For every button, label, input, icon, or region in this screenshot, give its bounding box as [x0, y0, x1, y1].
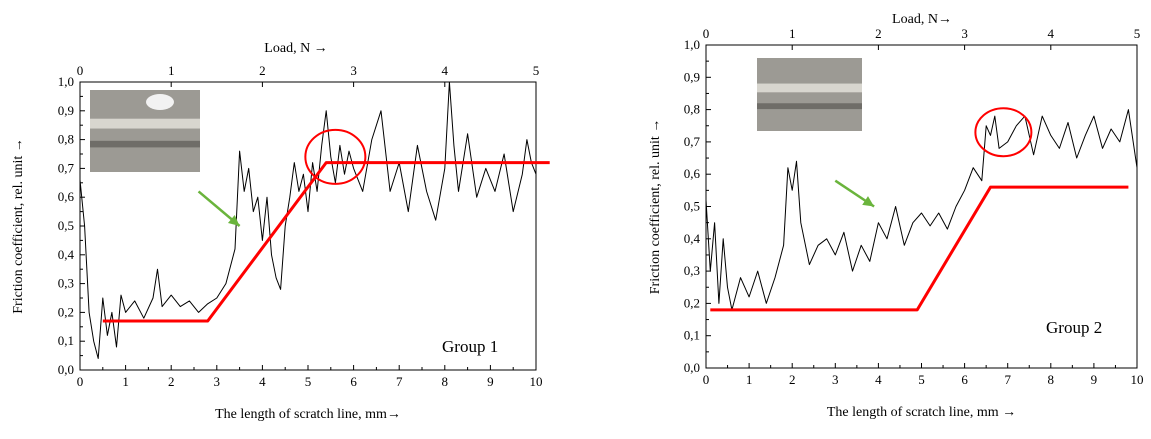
- x-tick-label: 5: [918, 372, 925, 387]
- y-tick-label: 0,6: [684, 166, 701, 181]
- x-tick-label: 6: [961, 372, 968, 387]
- top-tick-label: 4: [1048, 26, 1055, 41]
- highlight-circle: [974, 107, 1033, 158]
- y-tick-label: 0,9: [684, 69, 700, 84]
- y-tick-label: 0,3: [58, 276, 74, 291]
- x-tick-label: 5: [305, 374, 312, 389]
- y-tick-label: 0,7: [684, 134, 701, 149]
- top-tick-label: 4: [442, 63, 449, 78]
- x-tick-label: 2: [789, 372, 796, 387]
- y-axis-title: Friction coefficient, rel. unit →: [648, 119, 663, 294]
- top-tick-label: 5: [533, 63, 540, 78]
- y-tick-label: 0,9: [58, 103, 74, 118]
- y-tick-label: 0,6: [58, 189, 75, 204]
- x-tick-label: 3: [832, 372, 839, 387]
- y-tick-label: 0,4: [58, 247, 75, 262]
- x-axis-title: The length of scratch line, mm →: [827, 405, 1016, 420]
- x-tick-label: 2: [168, 374, 175, 389]
- trend-line: [710, 185, 1129, 312]
- x-tick-label: 0: [703, 372, 710, 387]
- friction-curve: [705, 109, 1138, 311]
- x-tick-label: 9: [1091, 372, 1098, 387]
- x-tick-label: 9: [487, 374, 494, 389]
- x-tick-label: 7: [1004, 372, 1011, 387]
- top-tick-label: 1: [168, 63, 175, 78]
- x-tick-label: 10: [1131, 372, 1144, 387]
- x-axis-title: The length of scratch line, mm→: [215, 407, 401, 422]
- top-axis-title: Load, N→: [892, 12, 952, 27]
- group-label: Group 2: [1046, 318, 1102, 337]
- inset-photo-spot: [146, 94, 174, 110]
- y-tick-label: 0,2: [684, 295, 700, 310]
- inset-photo-band: [757, 103, 862, 110]
- group-label: Group 1: [442, 337, 498, 356]
- top-tick-label: 2: [259, 63, 266, 78]
- y-tick-label: 0,7: [58, 160, 75, 175]
- y-tick-label: 0,8: [58, 132, 74, 147]
- friction-curve: [79, 81, 537, 359]
- highlight-circle: [304, 128, 367, 185]
- top-tick-label: 5: [1134, 26, 1141, 41]
- top-tick-label: 0: [703, 26, 710, 41]
- y-tick-label: 0,3: [684, 263, 700, 278]
- top-tick-label: 2: [875, 26, 882, 41]
- y-tick-label: 0,1: [684, 328, 700, 343]
- x-tick-label: 4: [875, 372, 882, 387]
- y-tick-label: 0,8: [684, 102, 700, 117]
- y-axis-title: Friction coefficient, rel. unit →: [11, 138, 26, 313]
- x-tick-label: 8: [1048, 372, 1055, 387]
- y-tick-label: 0,2: [58, 304, 74, 319]
- trend-line: [102, 161, 550, 323]
- inset-photo-band: [757, 83, 862, 93]
- y-tick-label: 0,5: [58, 218, 74, 233]
- inset-photo: [757, 58, 862, 131]
- y-tick-label: 1,0: [58, 74, 74, 89]
- top-tick-label: 3: [961, 26, 968, 41]
- top-tick-label: 0: [77, 63, 84, 78]
- top-tick-label: 3: [350, 63, 357, 78]
- x-tick-label: 6: [350, 374, 357, 389]
- y-tick-label: 0,0: [684, 360, 700, 375]
- inset-photo-band: [90, 140, 200, 148]
- x-tick-label: 0: [77, 374, 84, 389]
- green-arrow-head: [227, 215, 240, 226]
- top-tick-label: 1: [789, 26, 796, 41]
- x-tick-label: 10: [530, 374, 543, 389]
- plot-2: 0 1 2 3 4 5 6 7 8 9 100,00,10,20,30,40,50,60,70,80…: [648, 12, 1144, 420]
- x-tick-label: 3: [214, 374, 221, 389]
- y-tick-label: 0,0: [58, 362, 74, 377]
- top-axis-title: Load, N →: [264, 41, 327, 56]
- plot-1: 0 1 2 3 4 5 6 7 8 9 100,00,10,20,30,40,50,60,70,80…: [11, 41, 550, 422]
- inset-photo-band: [90, 118, 200, 129]
- y-tick-label: 1,0: [684, 37, 700, 52]
- inset-photo: [90, 90, 200, 172]
- y-tick-label: 0,4: [684, 231, 701, 246]
- x-tick-label: 8: [442, 374, 449, 389]
- x-tick-label: 4: [259, 374, 266, 389]
- y-tick-label: 0,1: [58, 333, 74, 348]
- green-arrow-head: [862, 196, 875, 207]
- x-tick-label: 1: [122, 374, 129, 389]
- y-tick-label: 0,5: [684, 199, 700, 214]
- x-tick-label: 1: [746, 372, 753, 387]
- x-tick-label: 7: [396, 374, 403, 389]
